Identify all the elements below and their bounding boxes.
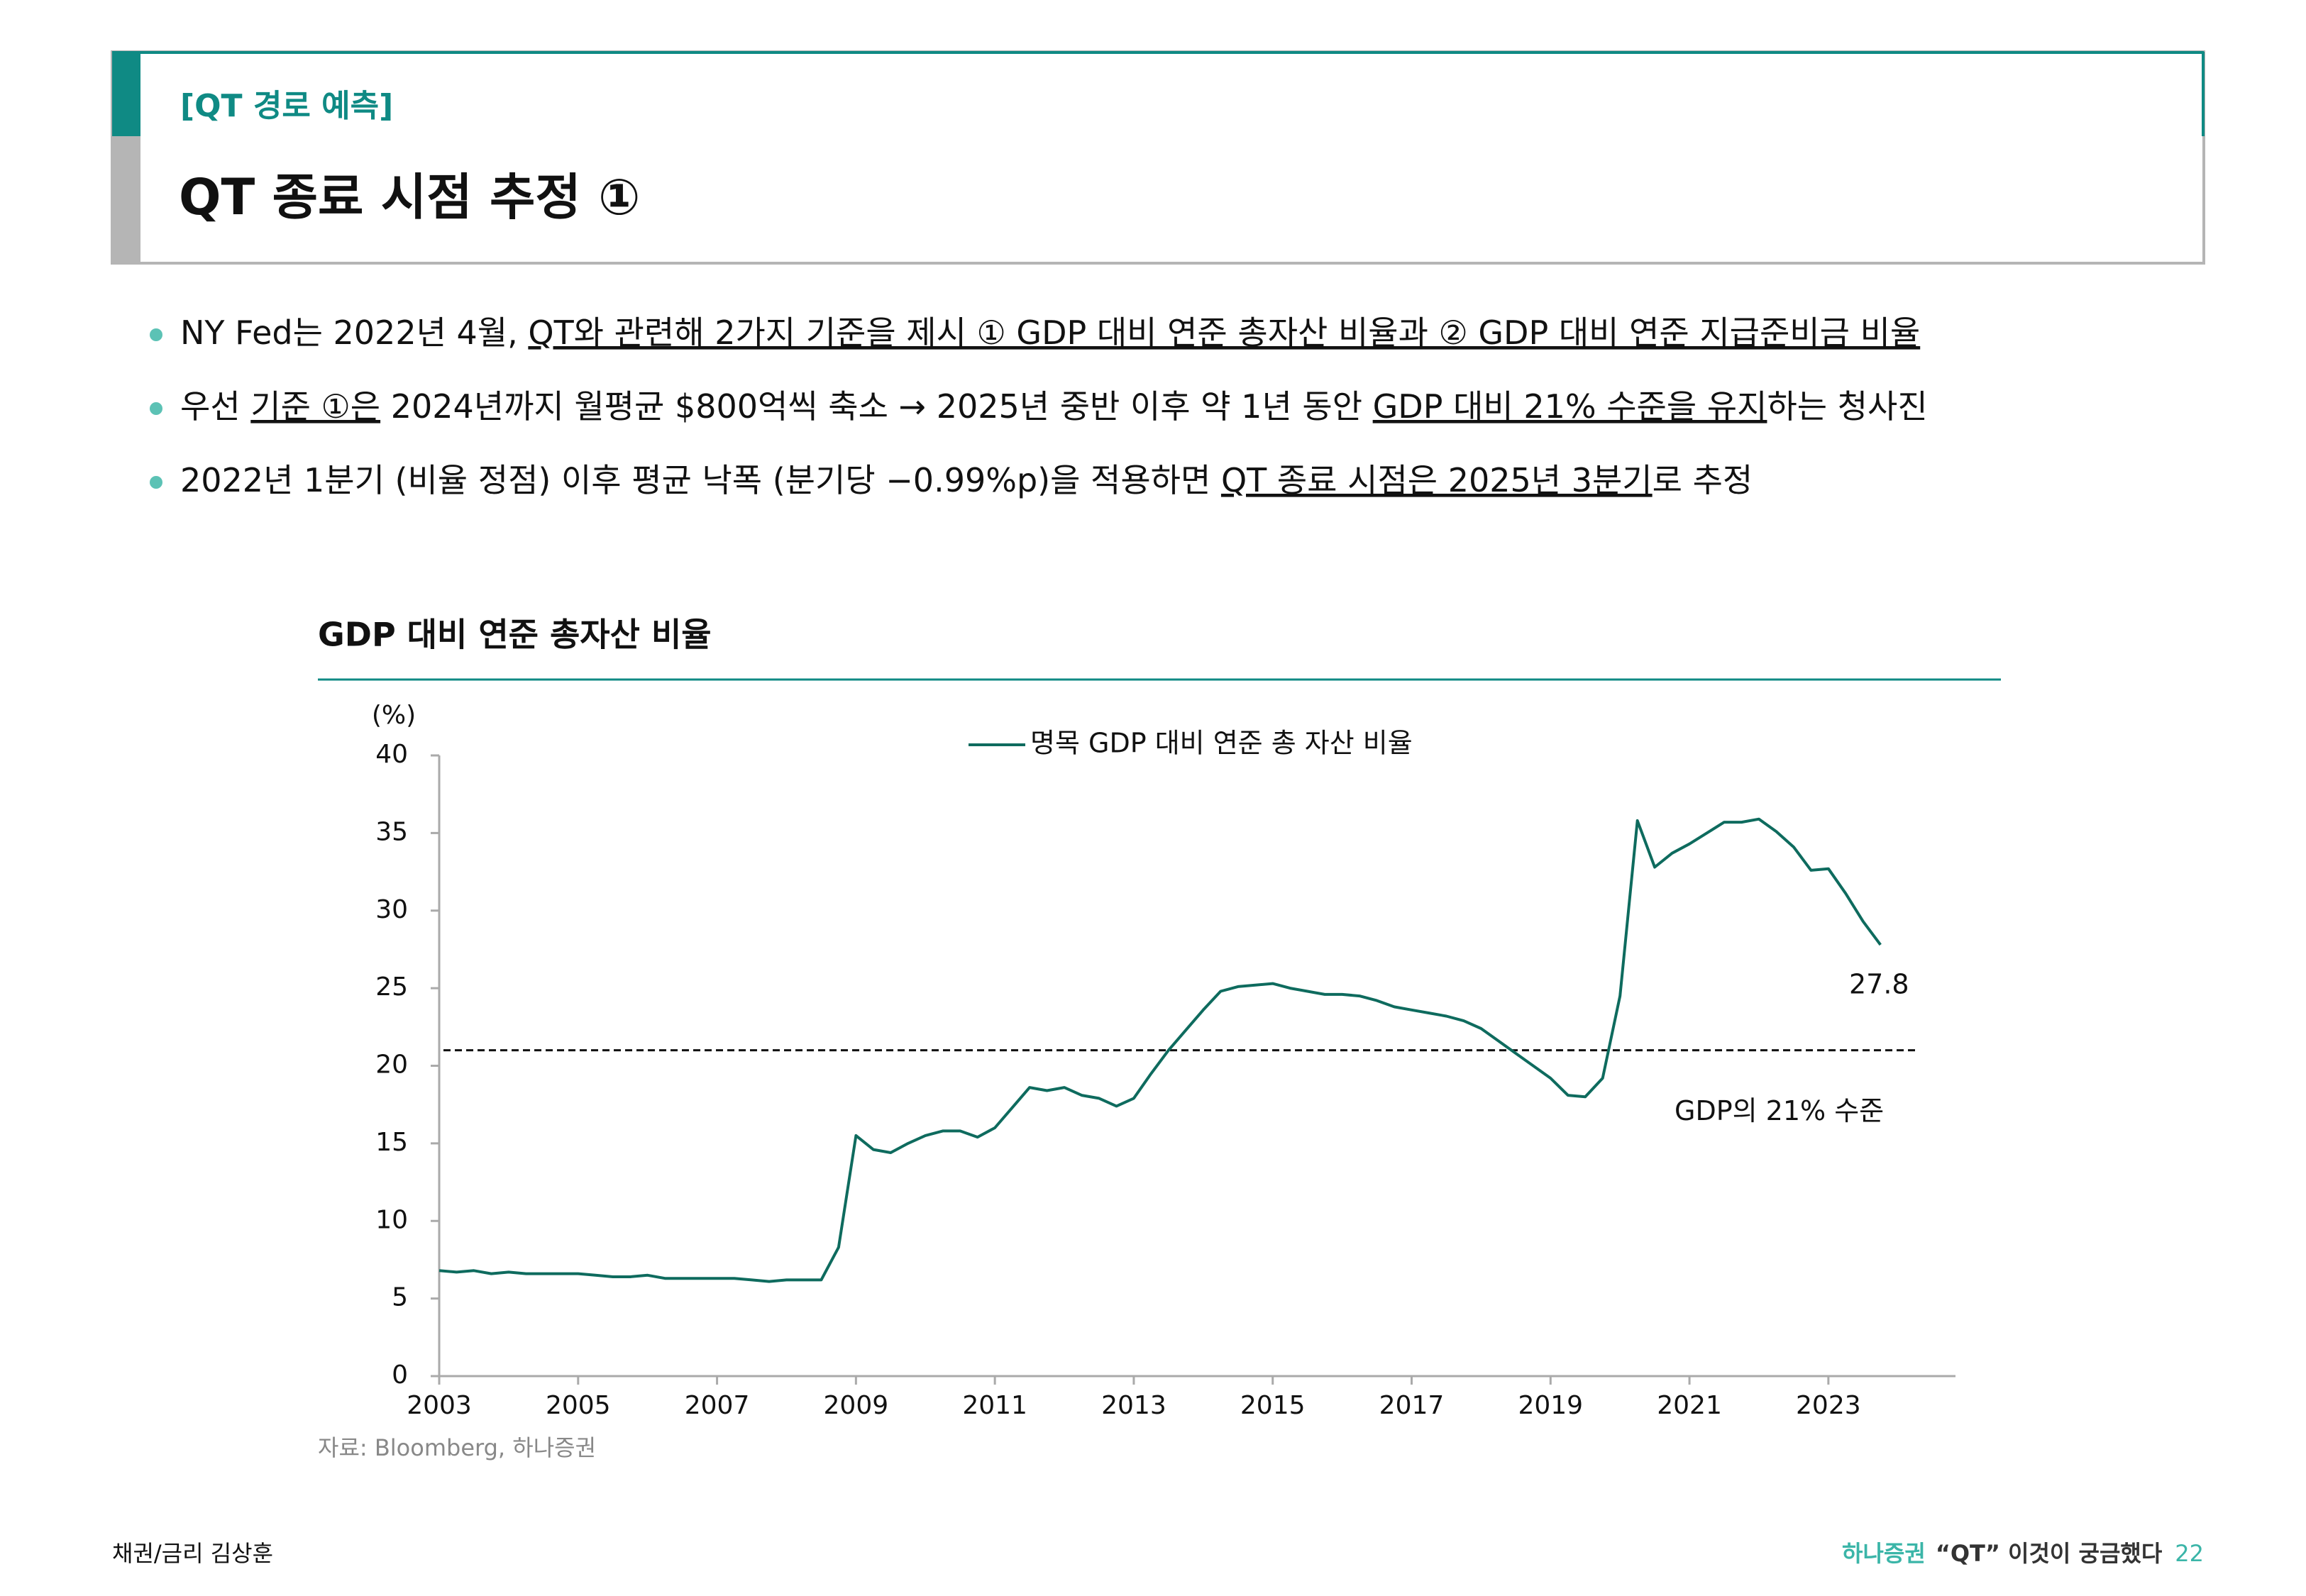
x-tick-label: 2005 xyxy=(546,1391,611,1420)
bullet-dot xyxy=(150,328,162,341)
chart-title: GDP 대비 연준 총자산 비율 xyxy=(318,616,712,654)
y-tick-label: 0 xyxy=(392,1361,408,1390)
y-tick-label: 35 xyxy=(375,817,408,846)
y-tick-label: 15 xyxy=(375,1128,408,1157)
bullet-segment: QT 종료 시점은 2025년 3분기 xyxy=(1221,461,1653,499)
bullet-dot xyxy=(150,402,162,415)
bullet-dot xyxy=(150,476,162,489)
bullet-segment: 2024년까지 월평균 $800억씩 축소 → 2025년 중반 이후 약 1년… xyxy=(380,387,1373,426)
x-tick-label: 2021 xyxy=(1657,1391,1722,1420)
x-tick-label: 2017 xyxy=(1379,1391,1445,1420)
header-accent xyxy=(112,52,140,136)
footer-author: 채권/금리 김상훈 xyxy=(112,1540,273,1567)
bullet-segment: 기준 ①은 xyxy=(250,387,380,426)
x-tick-label: 2009 xyxy=(824,1391,889,1420)
bullet-text: NY Fed는 2022년 4월, QT와 관련해 2가지 기준을 제시 ① G… xyxy=(180,314,1920,352)
footer-report: “QT” 이것이 궁금했다 xyxy=(1936,1540,2163,1567)
header-box xyxy=(111,50,2205,265)
header-category: [QT 경로 예측] xyxy=(180,88,393,124)
series-line xyxy=(438,817,1882,1283)
data-label: 27.8 xyxy=(1849,968,1909,999)
header-accent-gray xyxy=(112,136,140,263)
footer-right: 하나증권 “QT” 이것이 궁금했다 22 xyxy=(1842,1540,2204,1567)
x-tick-label: 2023 xyxy=(1796,1391,1861,1420)
y-tick-label: 5 xyxy=(392,1283,408,1312)
y-tick-label: 10 xyxy=(375,1205,408,1234)
x-tick-label: 2013 xyxy=(1101,1391,1166,1420)
bullet-segment: 하는 청사진 xyxy=(1767,387,1927,426)
x-tick-label: 2003 xyxy=(407,1391,472,1420)
footer-page: 22 xyxy=(2175,1540,2204,1567)
bullet-segment: 2022년 1분기 (비율 정점) 이후 평균 낙폭 (분기당 −0.99%p)… xyxy=(180,461,1221,499)
y-tick-label: 30 xyxy=(375,895,408,924)
y-tick-label: 40 xyxy=(375,740,408,769)
y-tick-label: 25 xyxy=(375,972,408,1002)
bullet-segment: QT와 관련해 2가지 기준을 제시 ① GDP 대비 연준 총자산 비율과 ②… xyxy=(528,314,1920,352)
reference-label: GDP의 21% 수준 xyxy=(1675,1095,1884,1126)
bullet-text: 우선 기준 ①은 2024년까지 월평균 $800억씩 축소 → 2025년 중… xyxy=(180,387,1928,426)
source: 자료: Bloomberg, 하나증권 xyxy=(318,1434,596,1461)
bullet-segment: GDP 대비 21% 수준을 유지 xyxy=(1373,387,1767,426)
header-title: QT 종료 시점 추정 ① xyxy=(179,168,640,226)
x-tick-label: 2019 xyxy=(1518,1391,1583,1420)
y-tick-label: 20 xyxy=(375,1051,408,1080)
x-tick-label: 2007 xyxy=(685,1391,750,1420)
x-tick-label: 2015 xyxy=(1240,1391,1306,1420)
bullet-segment: 로 추정 xyxy=(1653,461,1753,499)
footer-brand: 하나증권 xyxy=(1842,1540,1926,1567)
bullet-segment: NY Fed는 2022년 4월, xyxy=(180,314,528,352)
y-axis-label: (%) xyxy=(372,701,416,730)
legend-label: 명목 GDP 대비 연준 총 자산 비율 xyxy=(1030,728,1413,759)
bullet-segment: 우선 xyxy=(180,387,250,426)
bullet-text: 2022년 1분기 (비율 정점) 이후 평균 낙폭 (분기당 −0.99%p)… xyxy=(180,461,1753,499)
x-tick-label: 2011 xyxy=(962,1391,1027,1420)
